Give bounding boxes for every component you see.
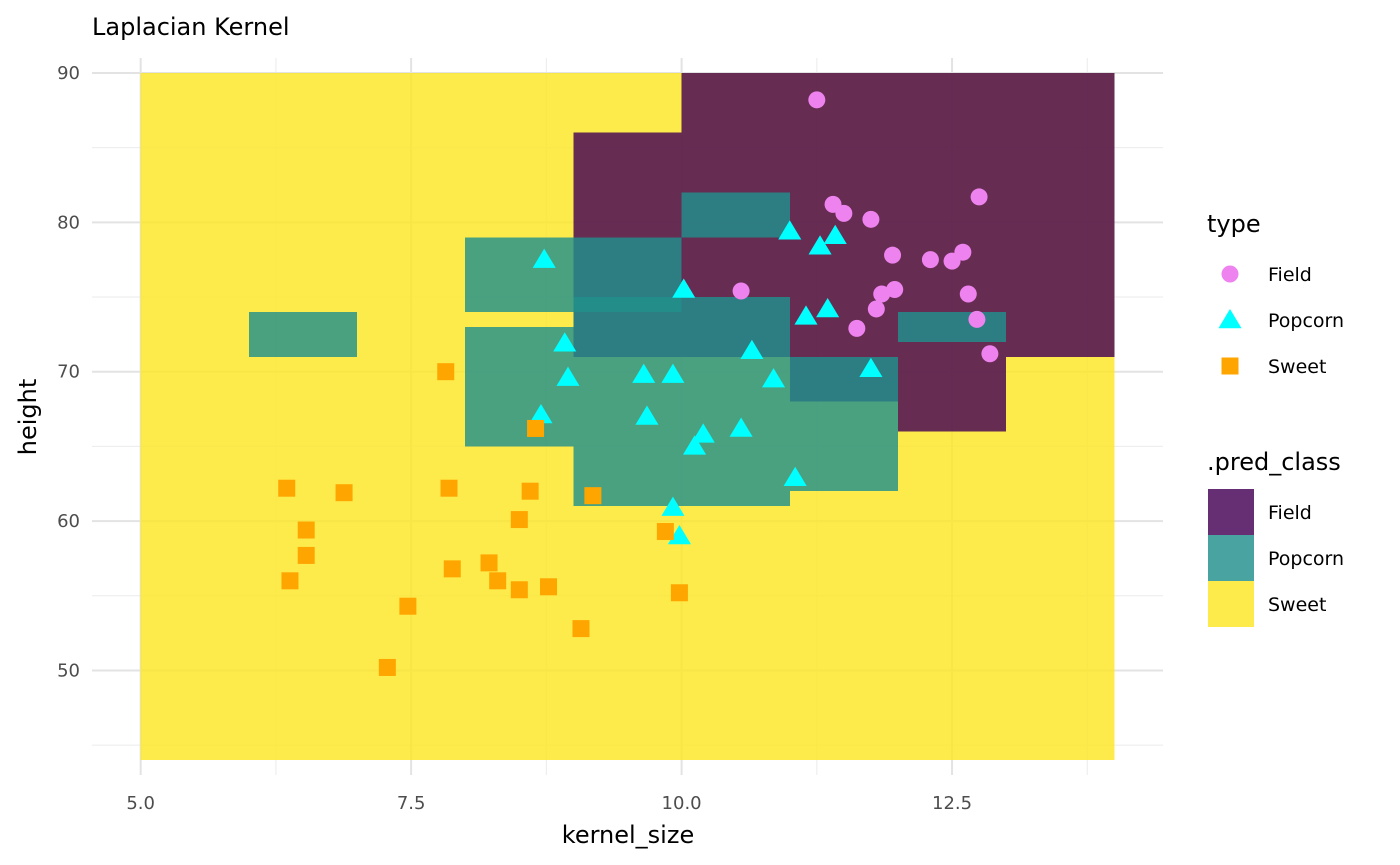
legend-fill-field: [1208, 489, 1254, 535]
point-field: [873, 285, 891, 303]
x-axis-title: kernel_size: [562, 821, 694, 849]
y-tick-label: 60: [57, 511, 80, 532]
point-popcorn: [859, 357, 883, 377]
point-sweet: [521, 482, 539, 500]
point-sweet: [480, 554, 498, 572]
point-field: [732, 282, 750, 300]
legend-title-pred-class: .pred_class: [1207, 448, 1341, 476]
point-popcorn: [661, 363, 685, 383]
point-sweet: [670, 584, 688, 602]
point-popcorn: [672, 278, 696, 298]
y-tick-label: 80: [57, 212, 80, 233]
legend-fill-label-field: Field: [1268, 502, 1312, 524]
point-sweet: [399, 597, 417, 615]
legend-fill-label-sweet: Sweet: [1268, 594, 1326, 616]
region-popcorn: [573, 297, 790, 507]
legend-label-sweet: Sweet: [1268, 356, 1326, 378]
point-field: [886, 281, 904, 299]
point-popcorn: [740, 339, 764, 360]
point-field: [959, 285, 977, 303]
legend-label-field: Field: [1268, 264, 1312, 286]
legend-fill-sweet: [1208, 581, 1254, 627]
region-popcorn: [681, 192, 790, 238]
legend-key-popcorn: [1218, 309, 1242, 329]
point-sweet: [572, 620, 590, 638]
point-sweet: [510, 581, 528, 599]
point-popcorn: [783, 466, 807, 486]
point-popcorn: [661, 496, 685, 516]
point-popcorn: [683, 435, 707, 455]
y-tick-labels: 50 60 70 80 90: [57, 63, 80, 682]
point-field: [968, 310, 986, 328]
region-field: [573, 132, 1115, 208]
point-sweet: [527, 419, 545, 437]
point-sweet: [440, 479, 458, 497]
point-popcorn: [556, 366, 580, 386]
point-sweet: [281, 572, 299, 590]
x-tick-label: 10.0: [662, 793, 702, 814]
point-sweet: [437, 363, 455, 381]
point-sweet: [378, 658, 396, 676]
chart-title: Laplacian Kernel: [92, 13, 290, 41]
region-popcorn: [789, 356, 898, 492]
data-points: [278, 91, 999, 676]
point-sweet: [489, 572, 507, 590]
region-popcorn: [248, 311, 358, 357]
x-tick-label: 12.5: [932, 793, 972, 814]
point-field: [867, 300, 885, 318]
point-popcorn: [529, 404, 553, 424]
x-tick-label: 5.0: [126, 793, 155, 814]
point-sweet: [656, 523, 674, 541]
point-popcorn: [532, 248, 556, 268]
point-popcorn: [635, 405, 659, 425]
point-popcorn: [761, 368, 786, 388]
point-popcorn: [816, 297, 840, 318]
legend-title-type: type: [1207, 210, 1261, 238]
point-field: [835, 204, 853, 222]
point-field: [884, 246, 902, 264]
point-field: [848, 319, 866, 337]
region-popcorn: [897, 311, 1007, 342]
point-sweet: [584, 487, 602, 505]
legend-label-popcorn: Popcorn: [1268, 310, 1344, 332]
point-field: [862, 210, 880, 228]
point-popcorn: [632, 363, 656, 383]
point-field: [808, 91, 826, 109]
y-tick-label: 50: [57, 660, 80, 681]
point-popcorn: [553, 332, 577, 352]
legend-key-sweet: [1221, 357, 1239, 375]
point-field: [954, 243, 972, 261]
point-field: [921, 251, 939, 269]
x-tick-labels: 5.0 7.5 10.0 12.5: [126, 793, 972, 814]
point-sweet: [443, 560, 461, 578]
region-field: [681, 72, 1115, 133]
legends: type Field Popcorn Sweet .pred_class Field Pop…: [1207, 210, 1344, 627]
legend-fill-popcorn: [1208, 535, 1254, 581]
point-sweet: [540, 578, 558, 596]
y-axis-title: height: [14, 379, 42, 456]
point-popcorn: [823, 224, 847, 245]
point-popcorn: [808, 235, 832, 255]
prediction-regions: [140, 72, 1115, 761]
legend-key-field: [1221, 265, 1239, 283]
point-popcorn: [778, 220, 802, 240]
region-field: [897, 356, 1007, 432]
y-tick-label: 90: [57, 63, 80, 84]
region-popcorn: [465, 326, 574, 447]
point-popcorn: [794, 305, 818, 325]
point-sweet: [510, 511, 528, 529]
point-field: [970, 188, 988, 206]
point-field: [981, 345, 999, 363]
point-sweet: [297, 546, 315, 564]
point-popcorn: [729, 417, 753, 437]
point-sweet: [278, 479, 296, 497]
x-tick-label: 7.5: [397, 793, 426, 814]
y-tick-label: 70: [57, 362, 80, 383]
point-popcorn: [691, 423, 715, 443]
legend-fill-label-popcorn: Popcorn: [1268, 548, 1344, 570]
point-sweet: [335, 484, 353, 502]
point-sweet: [297, 521, 315, 539]
